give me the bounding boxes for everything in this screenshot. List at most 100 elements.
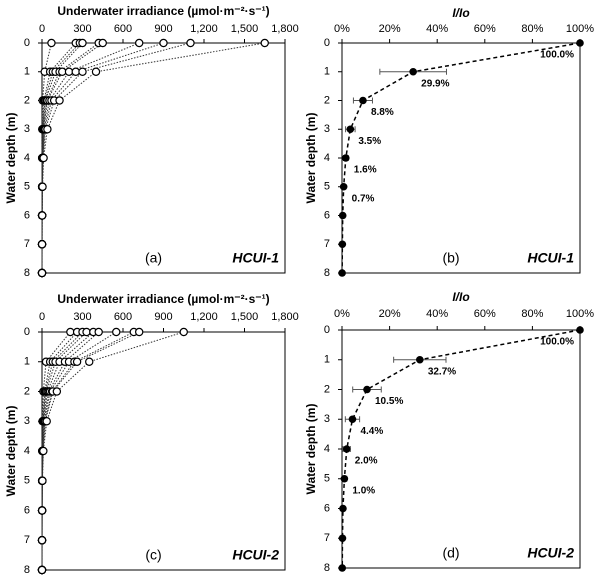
profile-line <box>41 331 135 571</box>
site-label: HCUI-1 <box>527 250 574 266</box>
data-point <box>39 153 48 163</box>
x-tick-label: 80% <box>521 308 543 320</box>
y-tick-label: 7 <box>24 534 30 546</box>
site-label: HCUI-2 <box>527 545 574 561</box>
y-tick-label: 3 <box>324 413 330 425</box>
data-point <box>64 67 74 76</box>
profile-line <box>41 42 191 274</box>
x-tick-label: 80% <box>521 23 543 35</box>
y-tick-label: 2 <box>24 385 30 397</box>
y-tick-label: 8 <box>24 564 30 576</box>
y-axis-title: Water depth (m) <box>4 406 18 497</box>
x-axis-title: I/Io <box>452 6 469 20</box>
mean-line <box>341 329 581 569</box>
x-tick-label: 0% <box>334 23 350 35</box>
value-label: 32.7% <box>428 366 456 377</box>
data-point <box>260 38 269 48</box>
x-tick-label: 0% <box>334 308 350 320</box>
data-point <box>58 67 67 76</box>
y-tick-label: 6 <box>24 504 30 516</box>
x-tick-label: 0 <box>39 311 45 323</box>
data-point <box>576 326 584 334</box>
data-point <box>37 506 47 515</box>
y-tick-label: 1 <box>324 354 330 366</box>
data-point <box>338 269 346 277</box>
data-point <box>338 564 347 572</box>
data-point <box>66 327 75 337</box>
x-tick-label: 0 <box>39 23 45 35</box>
y-tick-label: 5 <box>324 473 330 485</box>
value-label: 8.8% <box>371 107 394 118</box>
data-point <box>340 474 349 483</box>
x-axis-title: Underwater irradiance (µmol·m⁻²·s⁻¹) <box>57 4 269 18</box>
x-tick-label: 40% <box>426 23 448 35</box>
y-tick-label: 8 <box>24 267 30 279</box>
panel-label: (c) <box>145 547 161 563</box>
y-axis-title: Water depth (m) <box>304 113 318 204</box>
x-tick-label: 20% <box>379 308 401 320</box>
y-tick-label: 2 <box>24 94 30 106</box>
data-point <box>42 417 51 426</box>
data-point <box>416 355 424 364</box>
x-tick-label: 600 <box>114 23 132 35</box>
y-tick-label: 8 <box>324 267 330 279</box>
value-label: 100.0% <box>540 50 574 61</box>
data-point <box>359 96 367 105</box>
data-point <box>179 327 188 337</box>
data-point <box>134 327 144 337</box>
data-point <box>43 125 52 134</box>
value-label: 29.9% <box>421 78 449 89</box>
data-point <box>78 67 87 76</box>
data-point <box>576 39 584 47</box>
profile-line <box>41 331 100 571</box>
data-point <box>339 504 347 513</box>
x-tick-label: 1,800 <box>271 311 299 323</box>
y-tick-label: 0 <box>324 324 330 336</box>
y-tick-label: 1 <box>324 66 330 78</box>
y-tick-label: 3 <box>24 123 30 135</box>
plot-frame <box>341 42 581 274</box>
value-label: 100.0% <box>540 337 574 348</box>
panel-label: (d) <box>442 545 459 561</box>
data-point <box>37 565 47 575</box>
site-label: HCUI-2 <box>232 547 279 563</box>
data-point <box>409 67 417 76</box>
value-label: 3.5% <box>358 136 381 147</box>
data-point <box>338 211 347 220</box>
data-point <box>71 67 80 76</box>
x-axis-title: I/Io <box>452 290 469 304</box>
x-tick-label: 100% <box>566 23 594 35</box>
data-point <box>91 67 101 76</box>
x-tick-label: 20% <box>379 23 401 35</box>
data-point <box>98 38 107 48</box>
y-tick-label: 4 <box>24 445 30 457</box>
profile-line <box>41 42 164 274</box>
data-point <box>363 385 371 394</box>
profile-line <box>41 331 94 571</box>
data-point <box>82 327 91 337</box>
data-point <box>55 96 64 105</box>
value-label: 10.5% <box>375 396 403 407</box>
y-tick-label: 7 <box>324 238 330 250</box>
y-tick-label: 6 <box>24 209 30 221</box>
data-point <box>38 476 47 485</box>
panel-label: (a) <box>145 250 162 266</box>
y-tick-label: 3 <box>24 415 30 427</box>
y-tick-label: 5 <box>24 181 30 193</box>
value-label: 0.7% <box>352 193 375 204</box>
data-point <box>52 387 62 396</box>
y-tick-label: 5 <box>24 475 30 487</box>
y-tick-label: 4 <box>324 443 330 455</box>
data-point <box>348 415 357 424</box>
data-point <box>37 268 47 278</box>
x-tick-label: 1,200 <box>190 311 218 323</box>
panel-label: (b) <box>442 250 459 266</box>
value-label: 1.6% <box>354 165 377 176</box>
y-tick-label: 4 <box>24 152 30 164</box>
y-tick-label: 0 <box>324 37 330 49</box>
data-point <box>186 38 195 48</box>
data-point <box>85 357 94 366</box>
data-point <box>38 182 47 191</box>
x-tick-label: 900 <box>154 311 172 323</box>
profile-line <box>41 42 265 274</box>
